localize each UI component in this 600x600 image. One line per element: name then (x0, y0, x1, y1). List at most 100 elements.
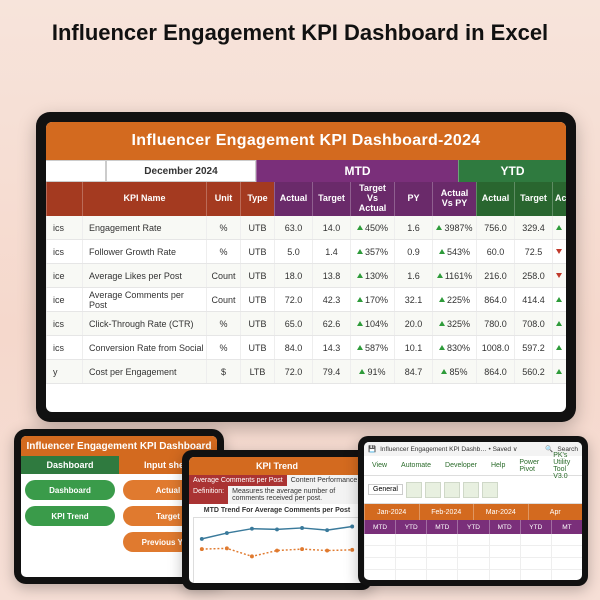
trend-kpi-row: Average Comments per Post Content Perfor… (189, 475, 365, 486)
table-row[interactable] (364, 534, 582, 546)
up-arrow-icon (556, 345, 562, 350)
up-arrow-icon (357, 273, 363, 278)
ribbon-button[interactable] (444, 482, 460, 498)
cell (552, 264, 566, 287)
table-row[interactable]: icsClick-Through Rate (CTR)%UTB65.062.61… (46, 312, 566, 336)
cell: UTB (240, 240, 274, 263)
down-arrow-icon (556, 273, 562, 278)
cell (520, 570, 551, 580)
cell (364, 558, 395, 569)
tablet-nav-left: Dashboard KPI Trend (21, 474, 119, 577)
cell: ice (46, 288, 82, 311)
cell (364, 570, 395, 580)
cell: 14.0 (312, 216, 350, 239)
ytd-group-header: YTD (458, 160, 566, 182)
period-spacer (46, 160, 106, 182)
down-arrow-icon (556, 249, 562, 254)
cell: 65.0 (274, 312, 312, 335)
cell: ics (46, 336, 82, 359)
nav-pill[interactable]: KPI Trend (25, 506, 115, 526)
ribbon-tab[interactable]: Developer (441, 460, 481, 471)
cell (426, 570, 457, 580)
table-row[interactable]: icsConversion Rate from Social%UTB84.014… (46, 336, 566, 360)
sub-header: YTD (395, 520, 426, 534)
cell: Average Likes per Post (82, 264, 206, 287)
sub-header: MT (551, 520, 582, 534)
ribbon-button[interactable] (482, 482, 498, 498)
up-arrow-icon (436, 225, 442, 230)
period-selector[interactable]: December 2024 (106, 160, 256, 182)
cell: Cost per Engagement (82, 360, 206, 383)
cell: UTB (240, 288, 274, 311)
cell: y (46, 360, 82, 383)
cell (551, 534, 582, 545)
cell: 1.4 (312, 240, 350, 263)
trend-kpi-tag: Content Performance (287, 475, 365, 486)
cell: Count (206, 288, 240, 311)
table-row[interactable] (364, 546, 582, 558)
ribbon-button[interactable] (406, 482, 422, 498)
cell: 587% (350, 336, 394, 359)
col-header: Actual Vs PY (432, 182, 476, 216)
table-row[interactable]: icsEngagement Rate%UTB63.014.0450%1.6398… (46, 216, 566, 240)
cell: 1.6 (394, 216, 432, 239)
col-header: Actual (274, 182, 312, 216)
ribbon-tab[interactable]: Automate (397, 460, 435, 471)
cell (552, 312, 566, 335)
cell (489, 534, 520, 545)
col-header: KPI Name (82, 182, 206, 216)
cell: 72.5 (514, 240, 552, 263)
cell: 72.0 (274, 288, 312, 311)
table-row[interactable]: iceAverage Likes per PostCountUTB18.013.… (46, 264, 566, 288)
cell: 104% (350, 312, 394, 335)
up-arrow-icon (357, 297, 363, 302)
cell: 864.0 (476, 360, 514, 383)
cell (395, 534, 426, 545)
table-row[interactable]: icsFollower Growth Rate%UTB5.01.4357%0.9… (46, 240, 566, 264)
cell (489, 546, 520, 557)
ribbon-tab[interactable]: PK's Utility Tool V3.0 (549, 450, 578, 482)
period-row: December 2024 MTD YTD (46, 160, 566, 182)
table-row[interactable]: iceAverage Comments per PostCountUTB72.0… (46, 288, 566, 312)
ribbon-button[interactable] (463, 482, 479, 498)
cell: Click-Through Rate (CTR) (82, 312, 206, 335)
save-icon[interactable]: 💾 (368, 445, 376, 453)
cell: UTB (240, 264, 274, 287)
excel-file-title: Influencer Engagement KPI Dashb… • Saved… (380, 445, 517, 453)
number-format-selector[interactable]: General (368, 484, 403, 495)
cell: 329.4 (514, 216, 552, 239)
cell (551, 546, 582, 557)
cell: UTB (240, 336, 274, 359)
cell: LTB (240, 360, 274, 383)
cell: 10.1 (394, 336, 432, 359)
cell (520, 546, 551, 557)
cell: 14.3 (312, 336, 350, 359)
ribbon-tab[interactable]: Power Pivot (515, 457, 543, 475)
ribbon-tab[interactable]: View (368, 460, 391, 471)
cell: Count (206, 264, 240, 287)
nav-pill[interactable]: Dashboard (25, 480, 115, 500)
cell: 1161% (432, 264, 476, 287)
cell: UTB (240, 312, 274, 335)
cell: Follower Growth Rate (82, 240, 206, 263)
ribbon-tab[interactable]: Help (487, 460, 509, 471)
sub-header: MTD (489, 520, 520, 534)
cell: ics (46, 312, 82, 335)
trend-def-text: Measures the average number of comments … (228, 486, 365, 504)
cell: 1008.0 (476, 336, 514, 359)
cell: 560.2 (514, 360, 552, 383)
up-arrow-icon (357, 225, 363, 230)
cell (552, 216, 566, 239)
table-row[interactable] (364, 570, 582, 580)
cell: 1.6 (394, 264, 432, 287)
cell (552, 288, 566, 311)
cell (551, 570, 582, 580)
ribbon-button[interactable] (425, 482, 441, 498)
up-arrow-icon (439, 321, 445, 326)
table-row[interactable] (364, 558, 582, 570)
cell (364, 534, 395, 545)
excel-month-headers: Jan-2024Feb-2024Mar-2024Apr (364, 504, 582, 520)
cell: 170% (350, 288, 394, 311)
cell: 216.0 (476, 264, 514, 287)
table-row[interactable]: yCost per Engagement$LTB72.079.491%84.78… (46, 360, 566, 384)
